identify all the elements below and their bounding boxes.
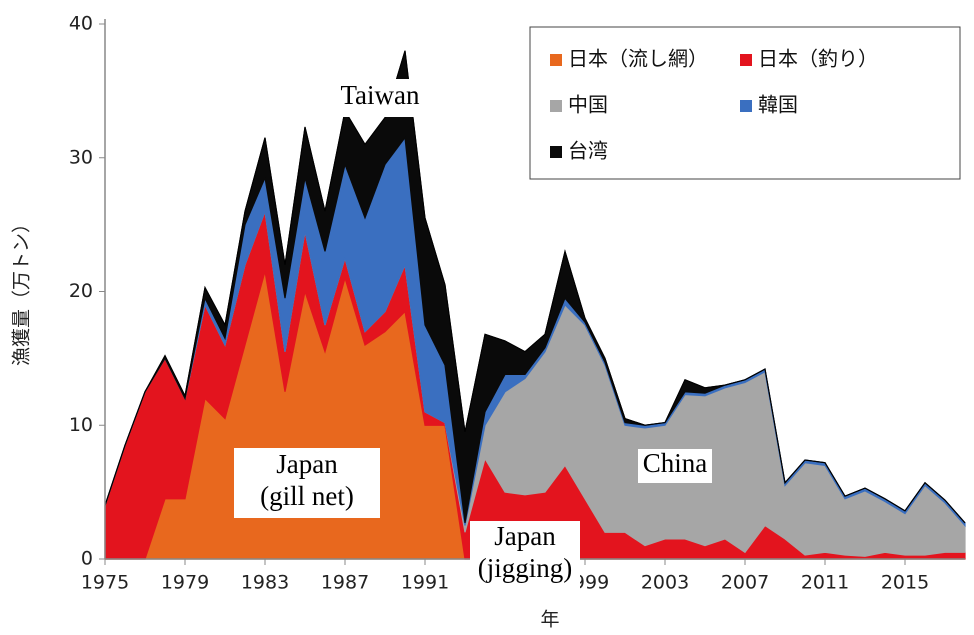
legend-label: 中国 [568, 93, 608, 117]
annotation-box [470, 521, 580, 589]
legend-swatch [550, 54, 562, 66]
y-tick-label: 10 [69, 414, 93, 436]
x-tick-label: 2003 [641, 572, 689, 594]
x-tick-label: 2007 [721, 572, 769, 594]
legend-swatch [740, 54, 752, 66]
x-axis-label: 年 [540, 609, 559, 631]
annotation: China [643, 448, 708, 478]
annotation-box [638, 449, 712, 483]
legend-swatch [550, 146, 562, 158]
annotation: (gill net) [260, 481, 354, 511]
y-tick-label: 0 [81, 548, 93, 570]
annotation: (jigging) [478, 553, 573, 583]
y-tick-label: 40 [69, 13, 93, 35]
outline [104, 50, 966, 524]
annotation: Taiwan [340, 80, 420, 110]
x-tick-label: 1987 [321, 572, 369, 594]
annotation-box [234, 448, 380, 518]
y-axis-label: 漁獲量（万トン） [11, 214, 33, 366]
annotation-box [324, 79, 436, 117]
legend-swatch [550, 100, 562, 112]
legend-label: 台湾 [568, 139, 608, 163]
x-tick-label: 1991 [401, 572, 449, 594]
annotation: Japan [276, 449, 338, 479]
x-tick-label: 1979 [161, 572, 209, 594]
legend-label: 日本（釣り） [758, 47, 878, 71]
legend-label: 日本（流し網） [568, 47, 708, 71]
x-tick-label: 1975 [81, 572, 129, 594]
legend-label: 韓国 [758, 93, 798, 117]
x-tick-label: 2011 [801, 572, 849, 594]
legend-swatch [740, 100, 752, 112]
y-tick-label: 20 [69, 280, 93, 302]
x-tick-label: 1983 [241, 572, 289, 594]
annotation: Japan [494, 521, 556, 551]
x-tick-label: 2015 [881, 572, 929, 594]
y-tick-label: 30 [69, 146, 93, 168]
